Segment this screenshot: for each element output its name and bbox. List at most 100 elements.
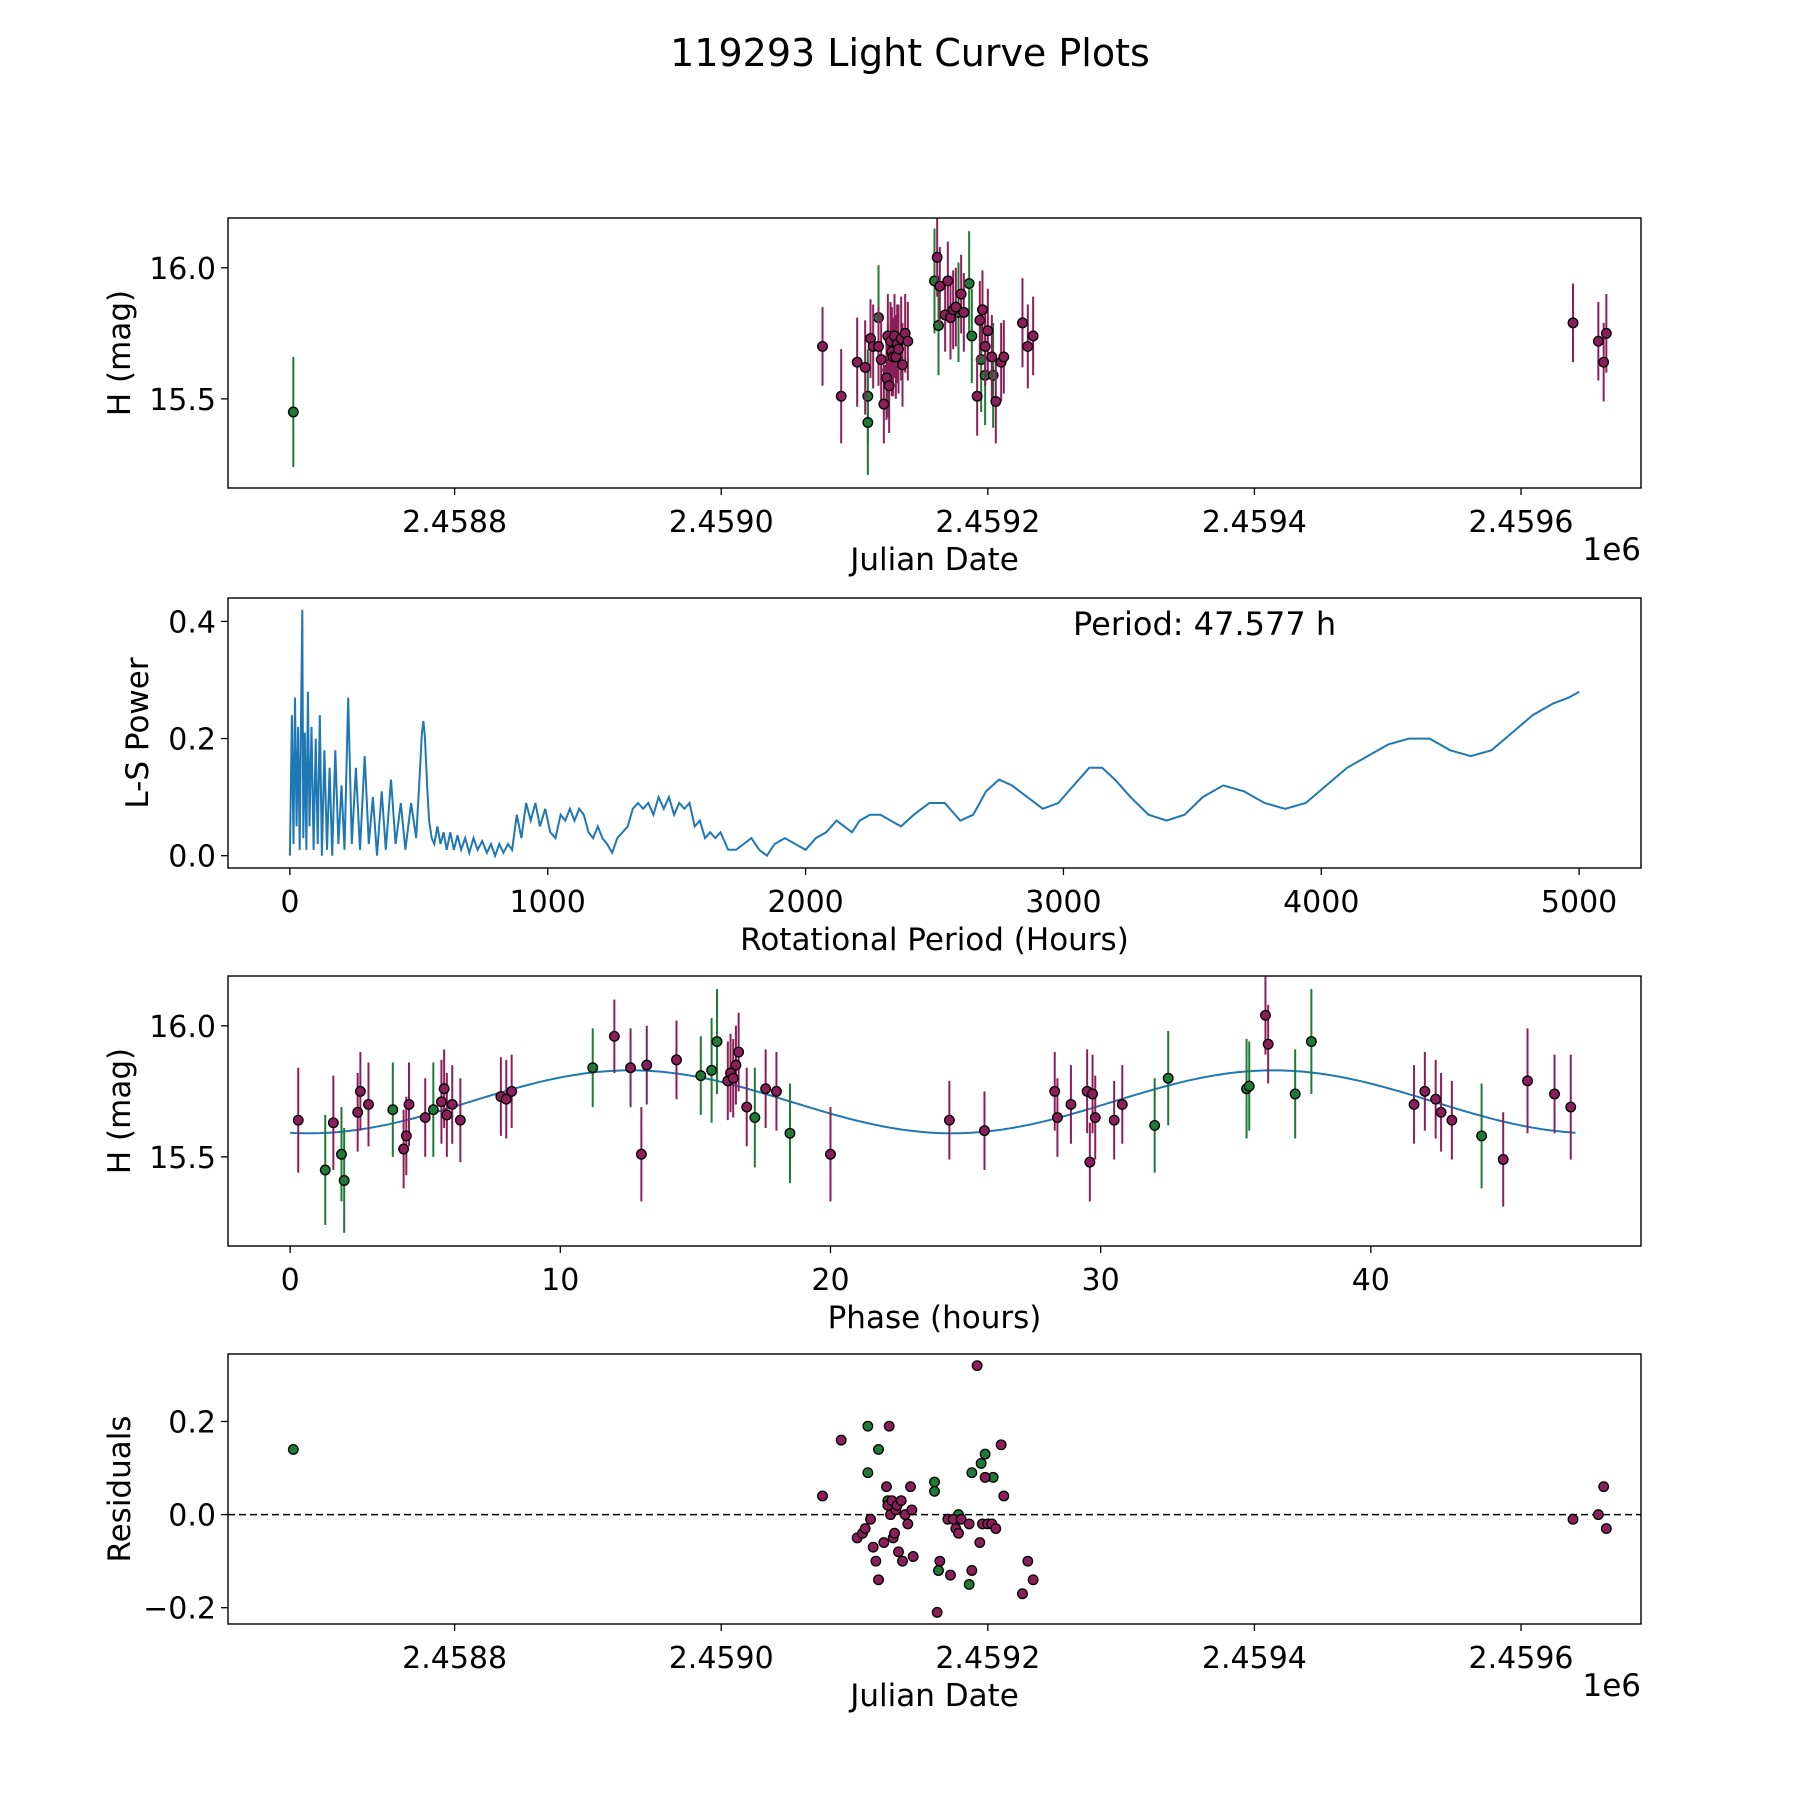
data-point-purple — [859, 1523, 871, 1535]
data-point-purple — [441, 1109, 453, 1121]
data-point-purple — [881, 1481, 892, 1493]
data-point-purple — [770, 1085, 782, 1097]
data-point-purple — [974, 1537, 986, 1548]
data-point-purple — [931, 251, 943, 263]
data-point-purple — [950, 301, 962, 313]
data-point-green — [862, 1420, 874, 1432]
data-point-purple — [955, 1513, 967, 1525]
y-tick-label: 0.2 — [168, 723, 216, 758]
data-point-purple — [893, 343, 904, 355]
x-axis-label: Phase (hours) — [828, 1300, 1042, 1336]
data-point-green — [873, 1443, 884, 1455]
data-point-green — [695, 1070, 707, 1082]
x-tick-label: 1000 — [510, 885, 586, 920]
data-point-green — [1149, 1119, 1161, 1131]
y-tick-label: 16.0 — [149, 1010, 216, 1045]
data-point-green — [979, 1448, 991, 1460]
x-axis-label: Julian Date — [848, 542, 1019, 578]
data-point-purple — [1051, 1112, 1063, 1124]
data-point-purple — [727, 1072, 739, 1084]
x-tick-label: 4000 — [1283, 885, 1359, 920]
data-point-purple — [760, 1083, 772, 1095]
data-point-purple — [1592, 335, 1604, 347]
y-tick-label: 0.0 — [168, 840, 216, 875]
data-point-purple — [352, 1106, 364, 1118]
data-point-purple — [1089, 1112, 1101, 1124]
data-point-green — [287, 1443, 299, 1455]
x-axis-label: Rotational Period (Hours) — [740, 922, 1129, 958]
x-tick-label: 30 — [1082, 1263, 1120, 1298]
data-point-purple — [986, 351, 998, 363]
data-point-purple — [979, 1471, 991, 1483]
periodogram-line — [288, 609, 1580, 859]
data-point-purple — [902, 335, 914, 347]
data-point-purple — [327, 1117, 339, 1129]
y-tick-label: −0.2 — [143, 1592, 216, 1627]
data-point-green — [319, 1164, 331, 1176]
data-point-purple — [403, 1098, 415, 1110]
data-point-purple — [990, 396, 1002, 407]
data-point-purple — [971, 1360, 983, 1372]
data-point-purple — [741, 1101, 753, 1113]
data-point-purple — [867, 1541, 879, 1553]
data-point-green — [963, 1578, 975, 1590]
data-point-green — [862, 417, 874, 428]
data-point-purple — [907, 1551, 919, 1562]
data-point-purple — [934, 1555, 946, 1567]
data-point-purple — [1408, 1098, 1420, 1110]
data-point-purple — [1598, 356, 1610, 368]
data-point-green — [711, 1036, 723, 1047]
data-point-purple — [435, 1096, 447, 1108]
axes-frame — [227, 597, 1642, 869]
plot-area — [290, 976, 1577, 1233]
data-point-purple — [1497, 1154, 1509, 1165]
data-point-purple — [1065, 1098, 1077, 1110]
axes-frame — [227, 1353, 1642, 1625]
data-point-purple — [506, 1085, 518, 1097]
data-point-green — [706, 1064, 718, 1076]
data-point-green — [1476, 1130, 1488, 1142]
x-tick-label: 5000 — [1541, 885, 1617, 920]
plots-container: 2.4588 2.4590 2.4592 2.4594 2.4596 15.5 16.0 Ju… — [102, 217, 1642, 1714]
y-axis-label: H (mag) — [102, 290, 138, 416]
data-point-green — [929, 1485, 940, 1497]
data-point-purple — [446, 1098, 458, 1110]
x-tick-label: 2.4592 — [935, 505, 1040, 540]
data-point-purple — [931, 1606, 943, 1618]
data-point-green — [1162, 1072, 1174, 1084]
y-tick-label: 0.2 — [168, 1406, 216, 1441]
y-tick-label: 0.4 — [168, 605, 216, 640]
data-point-purple — [977, 304, 988, 316]
data-point-purple — [873, 1574, 884, 1586]
x-tick-label: 2.4594 — [1202, 505, 1307, 540]
data-point-purple — [817, 340, 828, 352]
plot-area — [228, 1360, 1641, 1618]
data-point-purple — [438, 1083, 450, 1095]
data-point-green — [975, 1457, 987, 1469]
data-point-purple — [1262, 1038, 1274, 1050]
x-tick-label: 20 — [811, 1263, 849, 1298]
data-point-purple — [873, 340, 884, 352]
data-point-purple — [870, 1555, 882, 1567]
data-point-purple — [979, 1125, 990, 1137]
data-point-purple — [1022, 340, 1034, 352]
axes-frame — [227, 975, 1642, 1247]
data-point-purple — [625, 1062, 637, 1074]
x-offset-label: 1e6 — [1582, 532, 1641, 568]
data-point-purple — [990, 1523, 1002, 1535]
data-point-purple — [1567, 1513, 1579, 1525]
data-point-purple — [671, 1054, 682, 1066]
data-point-green — [966, 330, 978, 342]
data-point-purple — [825, 1148, 836, 1160]
x-tick-label: 0 — [281, 1263, 300, 1298]
data-point-purple — [943, 1114, 955, 1126]
panel-residuals: 2.4588 2.4590 2.4592 2.4594 2.4596 −0.2 0.0 0.2… — [102, 1353, 1642, 1714]
data-point-purple — [895, 1495, 907, 1507]
data-point-purple — [982, 325, 994, 337]
data-point-purple — [817, 1490, 828, 1502]
x-axis-label: Julian Date — [848, 1678, 1019, 1714]
y-tick-label: 15.5 — [149, 383, 216, 418]
y-tick-label: 15.5 — [149, 1141, 216, 1176]
data-point-purple — [454, 1114, 466, 1126]
